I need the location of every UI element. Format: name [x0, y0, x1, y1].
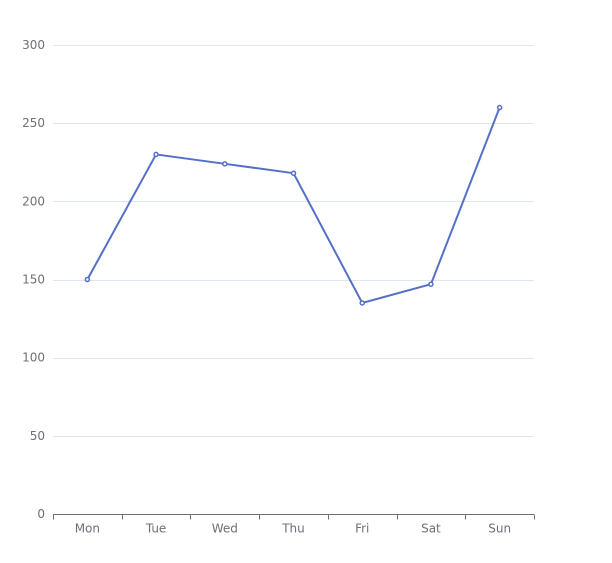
series-line: [86, 107, 501, 304]
grid-lines: [53, 45, 534, 437]
y-tick-label: 50: [30, 429, 45, 443]
y-tick-label: 100: [22, 351, 45, 365]
data-point: [222, 161, 228, 167]
x-tick-label: Sun: [488, 522, 511, 536]
y-tick-label: 250: [22, 116, 45, 130]
y-tick-label: 300: [22, 38, 45, 52]
x-tick-label: Tue: [145, 522, 167, 536]
x-tick-label: Wed: [212, 522, 238, 536]
x-tick-label: Mon: [75, 522, 100, 536]
y-axis: 0 50 100 150 200 250 300: [22, 38, 45, 521]
x-tick-label: Thu: [281, 522, 305, 536]
data-point: [290, 170, 297, 176]
data-point: [359, 300, 365, 306]
x-axis: Mon Tue Wed Thu Fri Sat Sun: [53, 514, 535, 536]
y-tick-label: 0: [37, 507, 45, 521]
data-point: [153, 151, 159, 158]
data-point: [496, 104, 503, 111]
series: [84, 104, 503, 306]
data-point: [84, 276, 91, 283]
y-tick-label: 200: [22, 194, 45, 208]
x-tick-label: Sat: [421, 522, 441, 536]
data-point: [428, 281, 434, 287]
x-tick-label: Fri: [355, 522, 369, 536]
y-tick-label: 150: [22, 273, 45, 287]
